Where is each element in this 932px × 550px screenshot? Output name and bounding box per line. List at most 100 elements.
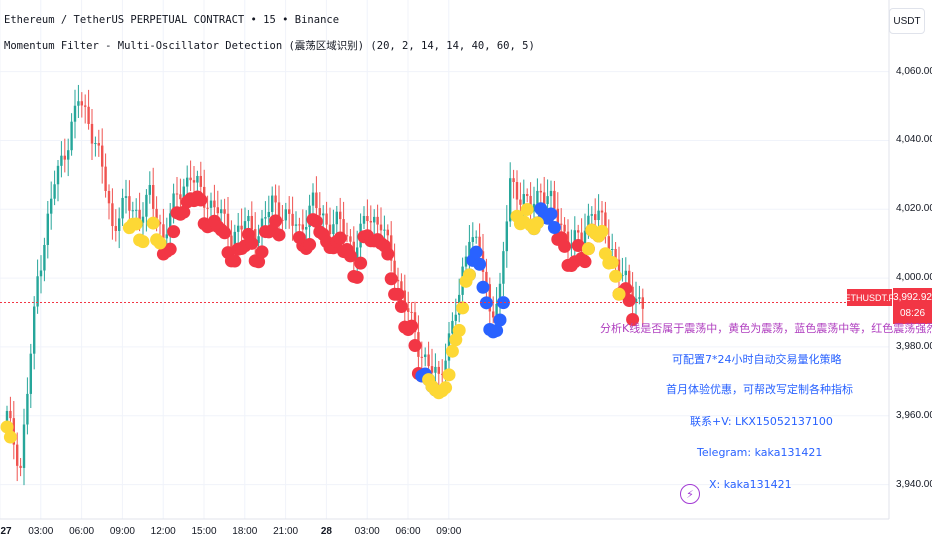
promo-line-x: X: kaka131421 [709, 478, 792, 491]
candle-body [410, 311, 413, 313]
time-tick-label: 03:00 [28, 526, 54, 537]
candle [498, 272, 502, 317]
candle-body [604, 212, 607, 237]
candle-body [114, 226, 117, 231]
oscillator-dot-weak [612, 287, 626, 301]
candle [33, 296, 36, 370]
oscillator-dot-weak [595, 224, 609, 238]
candle-body [90, 123, 94, 144]
candle-body [349, 236, 352, 242]
candle [29, 343, 32, 409]
oscillator-dot-weak [520, 202, 534, 216]
oscillator-dot-strong [194, 193, 208, 207]
candle-body [179, 194, 182, 200]
price-tick-label: 3,940.00 [896, 478, 932, 490]
candle [141, 202, 145, 238]
candle [56, 159, 60, 202]
indicator-legend[interactable]: Momentum Filter - Multi-Oscillator Detec… [4, 40, 535, 52]
candle [502, 241, 505, 297]
candle [111, 188, 114, 240]
time-tick-label: 09:00 [436, 526, 462, 537]
candle-body [580, 232, 583, 244]
candle-body [145, 194, 148, 217]
candle-body [158, 221, 162, 225]
candle [631, 272, 634, 316]
price-tick-label: 3,980.00 [896, 340, 932, 352]
candle-body [430, 366, 434, 373]
candle [131, 201, 134, 221]
candle [509, 162, 512, 227]
candle-body [46, 213, 49, 245]
candle-body [437, 366, 440, 374]
candle-body [186, 177, 189, 187]
oscillator-dot-strong [218, 226, 232, 240]
candle-body [373, 216, 376, 223]
candle-body [230, 235, 233, 248]
candle [237, 212, 240, 249]
candle-body [478, 236, 481, 252]
candle-body [614, 248, 617, 260]
candle-body [607, 236, 610, 250]
candle-body [196, 175, 199, 183]
symbol-price-tag: ETHUSDT.P [845, 289, 895, 306]
candle [199, 161, 202, 194]
candle-body [169, 213, 172, 235]
oscillator-dot-weak [530, 216, 544, 230]
oscillator-dot-strong [405, 319, 419, 333]
candle-body [617, 259, 621, 276]
candle-body [274, 195, 277, 203]
candle-body [226, 213, 230, 236]
candle [16, 432, 19, 482]
candle-body [328, 224, 332, 235]
candle-body [84, 105, 87, 107]
chart-grid [0, 0, 889, 519]
candle [46, 200, 49, 259]
candle-body [597, 210, 600, 221]
candle-body [73, 105, 77, 122]
candle [369, 205, 372, 236]
candle-body [590, 214, 593, 216]
candle [288, 196, 291, 229]
candle-body [322, 213, 325, 216]
candle-body [277, 202, 281, 220]
candle-body [19, 465, 22, 468]
candle [50, 181, 53, 230]
candle-body [543, 192, 546, 205]
candle-body [621, 275, 624, 277]
candle-body [519, 199, 522, 205]
candle [26, 377, 29, 435]
candle-body [468, 241, 471, 257]
candle-body [148, 184, 151, 195]
candle-body [549, 190, 553, 197]
candle-body [192, 180, 196, 183]
candle [328, 207, 332, 241]
symbol-legend[interactable]: Ethereum / TetherUS PERPETUAL CONTRACT •… [4, 14, 340, 26]
candle [124, 179, 128, 214]
candle [475, 230, 478, 244]
currency-button[interactable]: USDT [889, 8, 925, 34]
candle [560, 208, 563, 233]
oscillator-dot-medium [479, 296, 493, 310]
candle-body [464, 256, 468, 267]
candle-body [33, 306, 36, 354]
candle-body [553, 190, 556, 209]
oscillator-dot-weak [442, 368, 456, 382]
candle-body [288, 209, 291, 214]
candle-body [454, 314, 457, 321]
candle-body [118, 218, 121, 231]
candle [617, 246, 621, 292]
candle-body [9, 410, 12, 419]
candle-body [220, 209, 223, 214]
candle [152, 167, 155, 227]
lightning-bolt-icon[interactable]: ⚡ [680, 484, 700, 504]
candle-body [172, 193, 175, 214]
candle-body [291, 213, 294, 226]
candle-body [5, 410, 9, 422]
oscillator-dots [0, 190, 640, 444]
oscillator-dot-strong [391, 287, 405, 301]
candle [12, 401, 15, 460]
candle-body [512, 178, 515, 183]
candle [128, 180, 131, 225]
candle [206, 195, 209, 220]
